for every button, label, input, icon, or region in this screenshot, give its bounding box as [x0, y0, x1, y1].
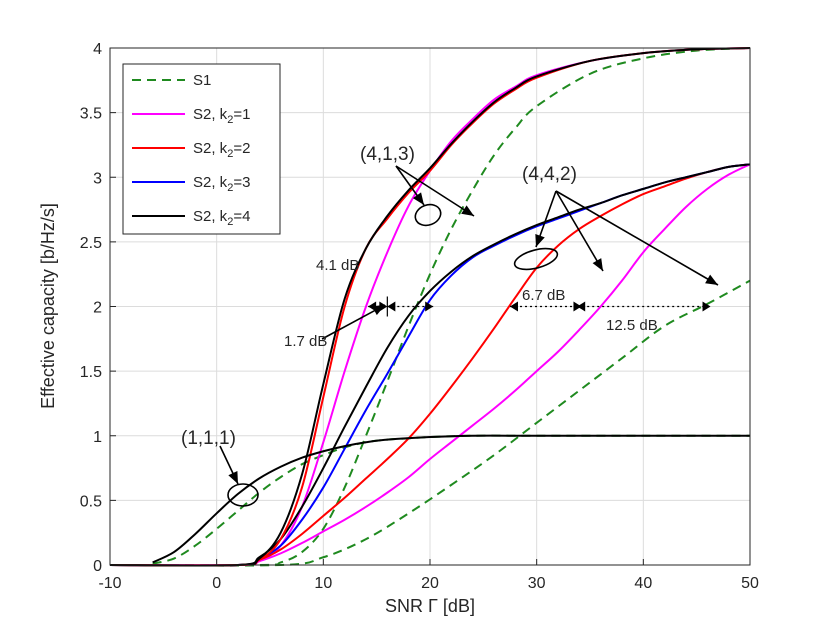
y-tick-label: 2 [93, 300, 102, 317]
y-tick-label: 3.5 [80, 106, 102, 123]
y-tick-label: 4 [93, 41, 102, 58]
x-tick-label: -10 [98, 575, 121, 592]
annotation-label: 1.7 dB [284, 333, 327, 350]
x-tick-label: 0 [212, 575, 221, 592]
legend-entry-label: S2, k2=2 [193, 140, 250, 160]
gap-arrowhead-left [577, 301, 586, 312]
legend-entry-label: S2, k2=3 [193, 174, 250, 194]
y-tick-label: 0.5 [80, 493, 102, 510]
legend-entry-text: S2, k [193, 174, 228, 191]
x-axis-label: SNR Γ [dB] [385, 596, 475, 616]
legend-entry-label: S2, k2=4 [193, 208, 250, 228]
legend-entry-suffix: =4 [233, 208, 250, 225]
legend-entry-subscript: 2 [227, 148, 233, 160]
annotation-arrowhead [412, 192, 424, 205]
series-line-4-1-3-s1 [109, 47, 751, 567]
x-tick-label: 40 [634, 575, 652, 592]
x-tick-label: 50 [741, 575, 759, 592]
series-line-1-1-1-s2-k2-4 [152, 434, 750, 564]
legend-entry-subscript: 2 [227, 114, 233, 126]
legend-entry-text: S2, k [193, 106, 228, 123]
annotation-arrow-line [395, 165, 475, 217]
x-tick-label: 10 [314, 575, 332, 592]
y-tick-label: 2.5 [80, 235, 102, 252]
x-tick-label: 20 [421, 575, 439, 592]
annotation-label: (4,4,2) [522, 164, 577, 185]
y-axis-label: Effective capacity [b/Hz/s] [38, 203, 58, 409]
annotation-arrowhead [705, 274, 718, 285]
y-tick-label: 1 [93, 429, 102, 446]
annotation-arrowhead [592, 258, 603, 271]
series-line-4-4-2-s2-k2-2 [109, 163, 751, 567]
y-tick-label: 1.5 [80, 364, 102, 381]
annotation-ellipse [414, 203, 442, 227]
gap-arrowhead-right [702, 301, 711, 312]
gap-arrowhead-right [425, 301, 434, 312]
y-tick-label: 0 [93, 558, 102, 575]
annotation-arrowhead [461, 205, 474, 216]
series-line-4-1-3-s2-k2-4 [109, 47, 751, 567]
series-line-4-4-2-s2-k2-1 [109, 163, 751, 567]
annotation-arrowhead [535, 234, 545, 247]
annotation-label: 6.7 dB [522, 287, 565, 304]
series-line-4-4-2-s1 [109, 279, 751, 567]
annotation-arrow-line [555, 190, 719, 286]
legend-entry-suffix: =2 [233, 140, 250, 157]
annotation-arrowhead [372, 305, 385, 316]
legend-entry-label: S2, k2=1 [193, 106, 250, 126]
legend-entry-text: S1 [193, 72, 211, 89]
legend-entry-text: S2, k [193, 208, 228, 225]
legend-entry-subscript: 2 [227, 216, 233, 228]
annotation-label: (4,1,3) [360, 144, 415, 165]
series-line-4-4-2-s2-k2-4 [109, 163, 751, 567]
legend-entry-label: S1 [193, 72, 211, 89]
legend-entry-suffix: =3 [233, 174, 250, 191]
annotation-ellipse [227, 483, 259, 507]
annotation-ellipse [513, 247, 559, 271]
legend-entry-suffix: =1 [233, 106, 250, 123]
legend-entry-subscript: 2 [227, 182, 233, 194]
legend-entry-text: S2, k [193, 140, 228, 157]
annotation-arrow-line [555, 190, 604, 272]
annotation-label: (1,1,1) [181, 428, 236, 449]
annotation-arrowhead [228, 471, 238, 484]
x-tick-label: 30 [528, 575, 546, 592]
y-tick-label: 3 [93, 170, 102, 187]
gap-arrowhead-left [510, 301, 518, 312]
annotation-label: 12.5 dB [606, 317, 658, 334]
annotation-label: 4.1 dB [316, 257, 359, 274]
annotations: (4,1,3) (4,4,2) (1,1,1) 4.1 dB 1.7 dB 6.7 dB 1… [181, 144, 719, 507]
series-layer [109, 47, 751, 567]
gap-arrowhead-left [387, 301, 396, 312]
